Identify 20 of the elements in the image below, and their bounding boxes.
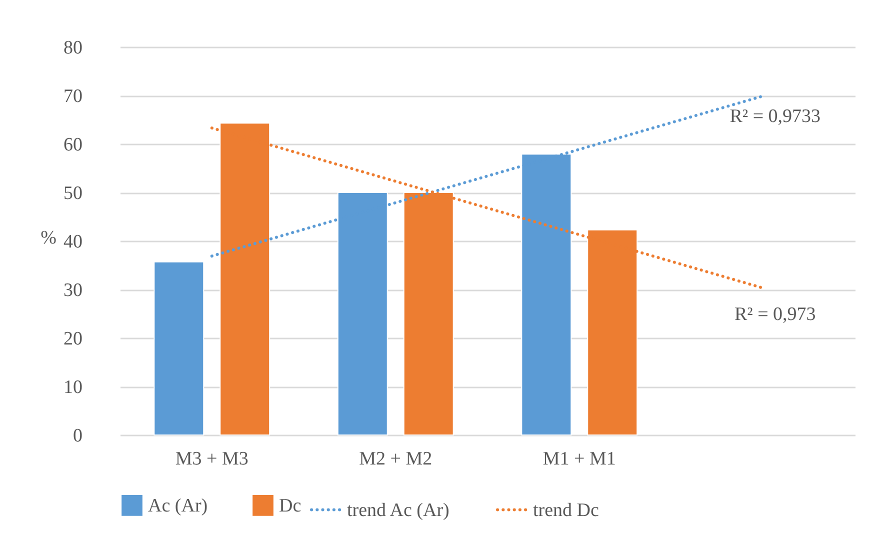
y-tick-label: 10 <box>64 377 82 398</box>
annotation: R² = 0,973 <box>734 304 816 326</box>
legend-label: trend Dc <box>533 500 599 521</box>
x-tick-label: M2 + M2 <box>359 448 432 470</box>
y-tick-label: 80 <box>64 38 82 58</box>
annotation: R² = 0,9733 <box>730 106 821 127</box>
x-tick-label: M1 + M1 <box>542 448 616 470</box>
y-tick-label: 70 <box>64 86 82 107</box>
bar <box>154 261 204 436</box>
legend-label: Dc <box>279 495 302 516</box>
y-axis-title: % <box>40 228 57 248</box>
y-tick-label: 50 <box>64 183 82 204</box>
y-tick-label: 30 <box>64 280 82 301</box>
y-tick-label: 60 <box>64 134 82 156</box>
y-tick-label: 0 <box>73 426 82 446</box>
y-tick-label: 40 <box>64 232 82 252</box>
y-tick-label: 20 <box>64 328 82 350</box>
x-tick-label: M3 + M3 <box>175 448 248 470</box>
legend-label: trend Ac (Ar) <box>347 500 450 521</box>
legend-label: Ac (Ar) <box>148 495 208 516</box>
